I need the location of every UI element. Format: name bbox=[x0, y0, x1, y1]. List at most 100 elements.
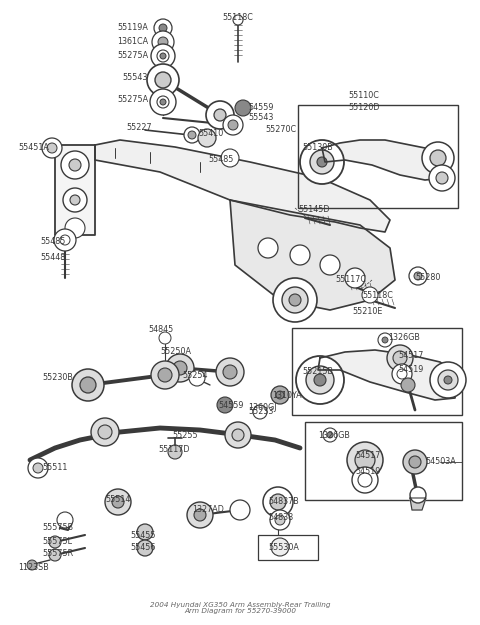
Polygon shape bbox=[55, 145, 95, 235]
Text: 55575B: 55575B bbox=[42, 524, 73, 532]
Text: 55280: 55280 bbox=[415, 274, 440, 282]
Text: 55275A: 55275A bbox=[117, 96, 148, 104]
Polygon shape bbox=[318, 350, 458, 400]
Text: 55543: 55543 bbox=[248, 114, 274, 122]
Circle shape bbox=[225, 422, 251, 448]
Circle shape bbox=[187, 502, 213, 528]
Text: 55270C: 55270C bbox=[265, 126, 296, 134]
Text: 54559: 54559 bbox=[248, 104, 274, 112]
Text: 1327AD: 1327AD bbox=[192, 506, 224, 514]
Text: 1360GJ: 1360GJ bbox=[248, 404, 276, 412]
Circle shape bbox=[409, 267, 427, 285]
Circle shape bbox=[397, 369, 407, 379]
Text: 55255: 55255 bbox=[172, 431, 198, 439]
Circle shape bbox=[271, 386, 289, 404]
Text: 55530A: 55530A bbox=[268, 544, 299, 552]
Circle shape bbox=[258, 238, 278, 258]
Circle shape bbox=[270, 510, 290, 530]
Circle shape bbox=[189, 370, 205, 386]
Circle shape bbox=[253, 405, 267, 419]
Circle shape bbox=[216, 358, 244, 386]
Circle shape bbox=[54, 229, 76, 251]
Circle shape bbox=[160, 53, 166, 59]
Circle shape bbox=[137, 524, 153, 540]
Bar bbox=[292, 328, 462, 415]
Circle shape bbox=[347, 442, 383, 478]
Text: 55118C: 55118C bbox=[362, 291, 393, 301]
Polygon shape bbox=[230, 200, 395, 310]
Text: 55215B: 55215B bbox=[302, 368, 333, 376]
Circle shape bbox=[168, 445, 182, 459]
Circle shape bbox=[91, 418, 119, 446]
Text: 55575L: 55575L bbox=[42, 536, 72, 546]
Text: 55119A: 55119A bbox=[117, 24, 148, 32]
Text: 55130B: 55130B bbox=[302, 144, 333, 152]
Circle shape bbox=[65, 218, 85, 238]
Text: 55410: 55410 bbox=[198, 129, 223, 138]
Text: 55110C: 55110C bbox=[348, 91, 379, 99]
Circle shape bbox=[306, 366, 334, 394]
Text: 1310YA: 1310YA bbox=[272, 391, 301, 399]
Circle shape bbox=[166, 354, 194, 382]
Circle shape bbox=[150, 89, 176, 115]
Text: 2004 Hyundai XG350 Arm Assembly-Rear Trailing
Arm Diagram for 55270-39000: 2004 Hyundai XG350 Arm Assembly-Rear Tra… bbox=[150, 601, 330, 614]
Circle shape bbox=[422, 142, 454, 174]
Text: 55117C: 55117C bbox=[335, 276, 366, 284]
Circle shape bbox=[314, 374, 326, 386]
Circle shape bbox=[296, 356, 344, 404]
Circle shape bbox=[378, 333, 392, 347]
Circle shape bbox=[223, 115, 243, 135]
Circle shape bbox=[155, 72, 171, 88]
Circle shape bbox=[151, 44, 175, 68]
Circle shape bbox=[320, 255, 340, 275]
Circle shape bbox=[49, 549, 61, 561]
Circle shape bbox=[401, 378, 415, 392]
Text: 54845: 54845 bbox=[148, 326, 173, 334]
Circle shape bbox=[438, 370, 458, 390]
Circle shape bbox=[221, 149, 239, 167]
Bar bbox=[298, 105, 458, 208]
Text: 55275A: 55275A bbox=[117, 51, 148, 61]
Text: 54837B: 54837B bbox=[268, 498, 299, 506]
Circle shape bbox=[358, 473, 372, 487]
Circle shape bbox=[98, 425, 112, 439]
Circle shape bbox=[232, 429, 244, 441]
Circle shape bbox=[444, 376, 452, 384]
Circle shape bbox=[345, 268, 365, 288]
Circle shape bbox=[27, 560, 37, 570]
Circle shape bbox=[289, 294, 301, 306]
Circle shape bbox=[410, 487, 426, 503]
Text: 55118C: 55118C bbox=[222, 14, 253, 22]
Circle shape bbox=[327, 432, 333, 438]
Text: 54517: 54517 bbox=[398, 351, 423, 359]
Text: 1123SB: 1123SB bbox=[18, 564, 49, 572]
Text: 55514: 55514 bbox=[105, 496, 131, 504]
Circle shape bbox=[173, 361, 187, 375]
Text: 55254: 55254 bbox=[182, 371, 207, 379]
Circle shape bbox=[273, 278, 317, 322]
Text: 55511: 55511 bbox=[42, 464, 67, 472]
Circle shape bbox=[157, 96, 169, 108]
Circle shape bbox=[323, 428, 337, 442]
Circle shape bbox=[429, 165, 455, 191]
Circle shape bbox=[300, 140, 344, 184]
Circle shape bbox=[382, 337, 388, 343]
Circle shape bbox=[352, 467, 378, 493]
Circle shape bbox=[271, 538, 289, 556]
Circle shape bbox=[228, 120, 238, 130]
Text: 55227: 55227 bbox=[126, 124, 152, 132]
Polygon shape bbox=[95, 140, 390, 232]
Circle shape bbox=[154, 19, 172, 37]
Circle shape bbox=[223, 365, 237, 379]
Circle shape bbox=[184, 127, 200, 143]
Circle shape bbox=[276, 391, 284, 399]
Polygon shape bbox=[322, 140, 448, 180]
Circle shape bbox=[403, 450, 427, 474]
Circle shape bbox=[270, 494, 286, 510]
Circle shape bbox=[362, 287, 378, 303]
Text: 1326GB: 1326GB bbox=[318, 431, 350, 439]
Text: 54519: 54519 bbox=[355, 468, 380, 476]
Circle shape bbox=[112, 496, 124, 508]
Circle shape bbox=[147, 64, 179, 96]
Text: 54517: 54517 bbox=[355, 451, 380, 459]
